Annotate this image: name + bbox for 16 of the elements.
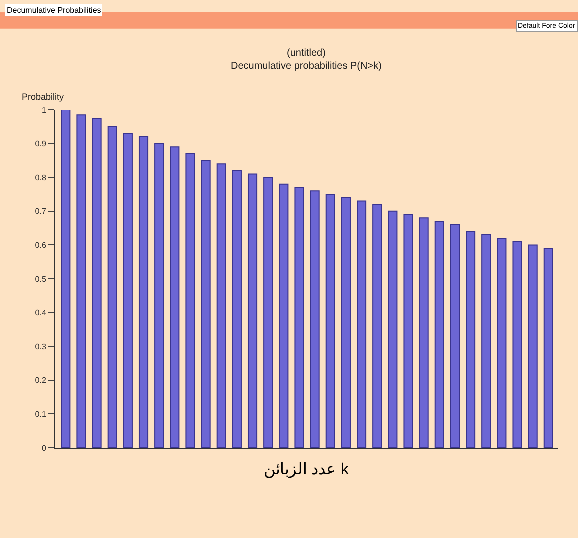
y-tick-label: 0.2 (35, 376, 47, 386)
y-tick-label: 0.3 (35, 342, 47, 352)
y-tick-label: 0.7 (35, 207, 47, 216)
y-tick-label: 0.9 (35, 140, 47, 149)
y-axis-title: Probability (22, 92, 65, 102)
y-tick-label: 0.4 (35, 308, 47, 318)
text: Decumulative Probabilities (7, 6, 102, 15)
x-axis-title: عدد الزبائن k (264, 462, 350, 479)
y-tick-label: 0.8 (35, 173, 47, 182)
chart-title: (untitled) (287, 48, 326, 59)
y-tick-label: 0 (42, 444, 47, 453)
y-tick-label: 0.6 (35, 241, 47, 250)
y-tick-label: 1 (42, 106, 47, 115)
y-tick-label: 0.1 (35, 410, 47, 419)
chart-subtitle: Decumulative probabilities P(N>k) (231, 61, 382, 72)
y-tick-label: 0.5 (35, 274, 47, 284)
